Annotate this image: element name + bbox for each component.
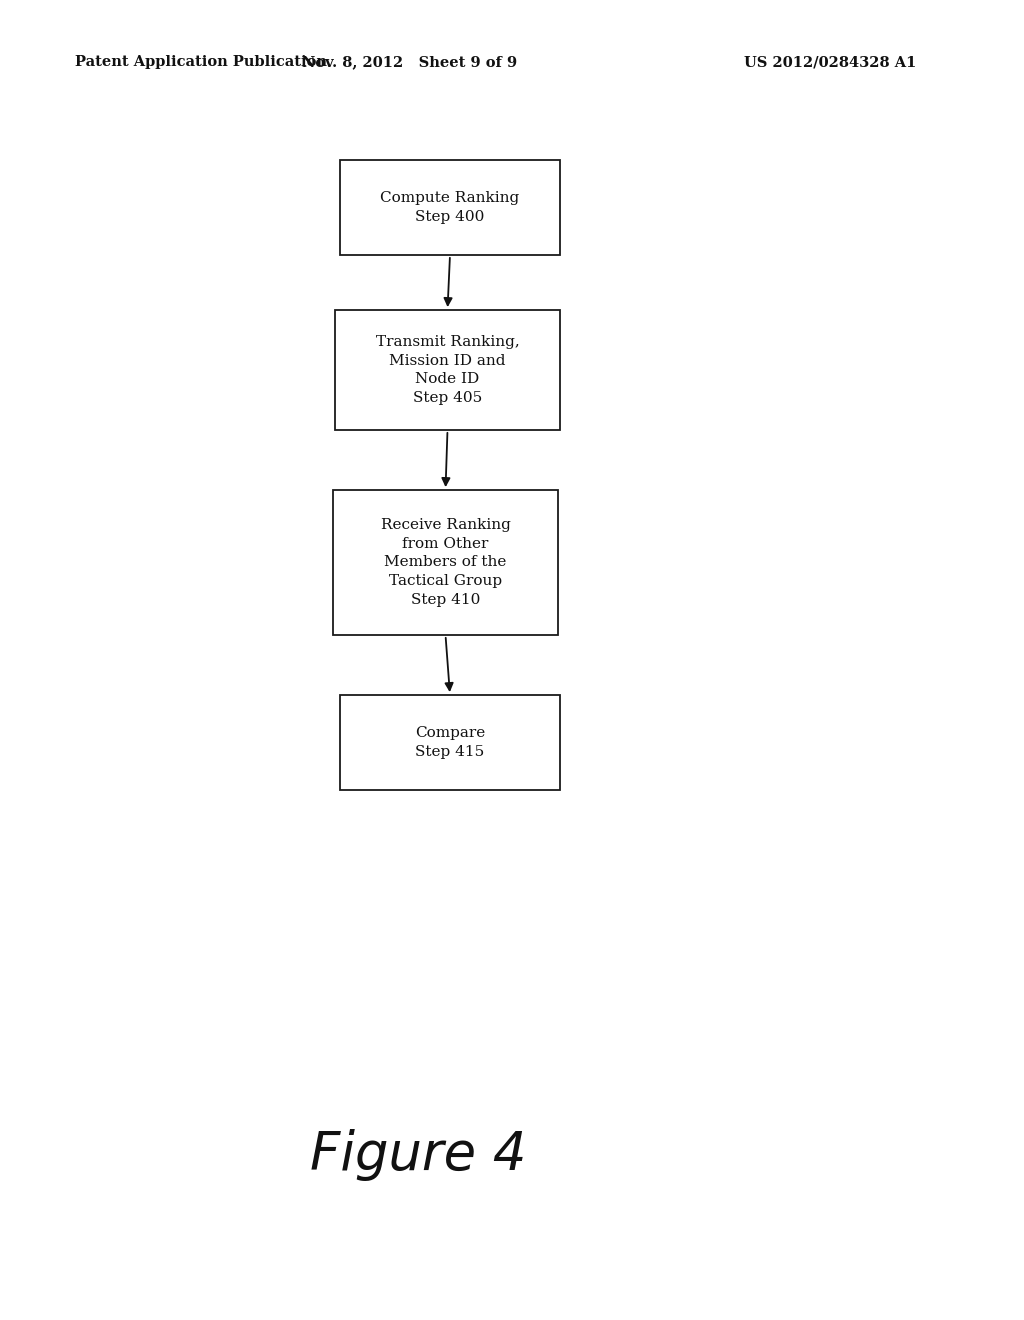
Text: Figure 4: Figure 4 [310, 1129, 526, 1181]
Text: Compute Ranking
Step 400: Compute Ranking Step 400 [380, 191, 519, 224]
Bar [333, 490, 558, 635]
Text: Receive Ranking
from Other
Members of the
Tactical Group
Step 410: Receive Ranking from Other Members of th… [381, 517, 510, 607]
Bar [340, 160, 560, 255]
Text: Transmit Ranking,
Mission ID and
Node ID
Step 405: Transmit Ranking, Mission ID and Node ID… [376, 334, 519, 405]
Text: Patent Application Publication: Patent Application Publication [75, 55, 327, 69]
Text: US 2012/0284328 A1: US 2012/0284328 A1 [743, 55, 916, 69]
Text: Nov. 8, 2012   Sheet 9 of 9: Nov. 8, 2012 Sheet 9 of 9 [302, 55, 517, 69]
Bar [335, 310, 560, 430]
Text: Compare
Step 415: Compare Step 415 [415, 726, 485, 759]
Bar [340, 696, 560, 789]
